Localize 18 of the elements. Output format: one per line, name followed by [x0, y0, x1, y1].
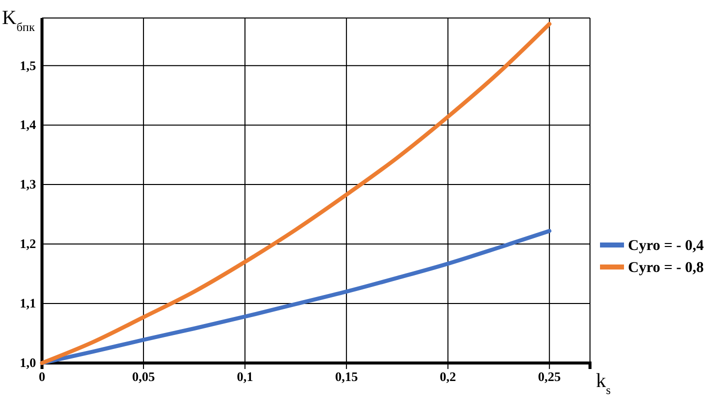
x-tick-label: 0,05: [132, 369, 156, 384]
x-tick-label: 0,1: [236, 369, 254, 384]
x-tick-label: 0: [38, 369, 46, 384]
x-tick-label: 0,25: [538, 369, 562, 384]
y-tick-label: 1,1: [20, 296, 36, 311]
line-series: [40, 228, 552, 365]
x-axis-title: k$_{s}$: [596, 370, 611, 397]
y-tick-label: 1,2: [20, 236, 36, 252]
legend-label: Cyro = - 0,4: [628, 238, 704, 254]
line-series: [40, 22, 552, 365]
legend-label: Cyro = - 0,8: [628, 260, 704, 276]
y-tick-label: 1,5: [20, 58, 36, 73]
y-tick-label: 1,4: [20, 117, 36, 132]
y-tick-label: 1,0: [20, 355, 36, 370]
y-axis-title: K$_{бпк}$: [2, 7, 35, 34]
x-tick-label: 0,2: [440, 369, 456, 384]
x-tick-label: 0,15: [335, 369, 358, 384]
y-tick-label: 1,3: [20, 176, 36, 192]
